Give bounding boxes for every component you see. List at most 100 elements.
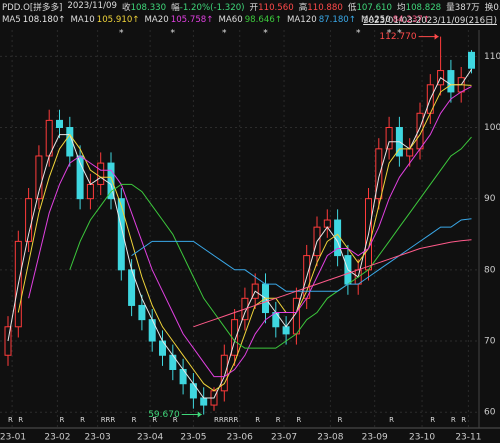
candle-body bbox=[56, 119, 63, 129]
legend-name: MA60 bbox=[218, 15, 243, 25]
quote-label: 幅 bbox=[171, 3, 180, 13]
candle-body bbox=[385, 127, 393, 150]
event-marker: * bbox=[171, 29, 176, 39]
candle-body bbox=[447, 70, 455, 93]
event-marker: R bbox=[152, 416, 157, 424]
legend-name: MA10 bbox=[70, 15, 95, 25]
candle-body bbox=[4, 326, 12, 356]
quote-item: 量387万 bbox=[446, 1, 480, 13]
x-tick-label: 23-05 bbox=[180, 433, 206, 443]
quote-item: 均108.828 bbox=[397, 1, 441, 13]
legend-value: 87.180↑ bbox=[318, 15, 356, 25]
y-tick-label: 70 bbox=[484, 337, 496, 347]
x-tick-label: 23-09 bbox=[362, 433, 388, 443]
quote-item: 开110.560 bbox=[250, 1, 294, 13]
candle-body bbox=[220, 354, 228, 392]
event-marker: R bbox=[430, 416, 435, 424]
event-marker: R bbox=[296, 416, 301, 424]
event-marker: R bbox=[276, 416, 281, 424]
quote-value: 107.610 bbox=[356, 3, 392, 13]
legend-item: MA60 98.646↑ bbox=[218, 15, 282, 25]
quote-label: 开 bbox=[249, 3, 259, 13]
candle-body bbox=[86, 183, 94, 200]
candle-body bbox=[282, 326, 290, 335]
event-marker: R bbox=[389, 416, 394, 424]
legend-value: 84.237↑ bbox=[392, 15, 430, 25]
candle-body bbox=[97, 162, 105, 185]
event-marker: * bbox=[356, 29, 361, 39]
event-marker: * bbox=[387, 29, 392, 39]
candle-body bbox=[468, 51, 475, 69]
candle-body bbox=[138, 304, 146, 321]
quote-value: -1.20%(-1.320) bbox=[179, 3, 245, 13]
date: 2023/11/09 bbox=[67, 1, 117, 11]
event-marker: * bbox=[119, 29, 124, 39]
candle-body bbox=[117, 198, 125, 271]
quote-label: 低 bbox=[347, 3, 357, 13]
legend-name: MA5 bbox=[2, 15, 21, 25]
quote-row: PDD.O[拼多多] 2023/11/09 收108.330 幅-1.20%(-1… bbox=[2, 1, 500, 13]
event-marker: R bbox=[338, 416, 343, 424]
event-marker: R bbox=[451, 416, 456, 424]
x-tick-label: 23-11 bbox=[455, 433, 481, 443]
x-tick-label: 23-06 bbox=[227, 433, 253, 443]
quote-label: 换 bbox=[484, 3, 494, 13]
legend-item: MA250 84.237↑ bbox=[361, 15, 430, 25]
annotation-label: 59.670 bbox=[148, 410, 180, 420]
legend-name: MA120 bbox=[287, 15, 317, 25]
legend-value: 108.180↑ bbox=[22, 15, 66, 25]
quote-value: 110.880 bbox=[307, 3, 343, 13]
ma-line bbox=[17, 84, 472, 392]
legend-item: MA20 105.758↑ bbox=[145, 15, 214, 25]
ma-line bbox=[193, 239, 472, 328]
x-tick-label: 23-08 bbox=[317, 433, 343, 443]
event-marker: R bbox=[132, 416, 137, 424]
quote-value: 108.828 bbox=[405, 3, 442, 13]
quote-item: 高110.880 bbox=[299, 1, 343, 13]
y-tick-label: 60 bbox=[484, 408, 496, 418]
event-marker: R bbox=[461, 416, 466, 424]
ma-legend: MA5 108.180↑ MA10 105.910↑ MA20 105.758↑ MA60 9… bbox=[2, 15, 430, 25]
y-tick-label: 90 bbox=[484, 194, 496, 204]
legend-item: MA5 108.180↑ bbox=[2, 15, 66, 25]
symbol: PDD.O[拼多多] bbox=[2, 3, 63, 13]
ma-line bbox=[28, 86, 472, 378]
quote-label: 均 bbox=[397, 3, 406, 13]
quote-value: 108.330 bbox=[130, 3, 167, 13]
event-marker: * bbox=[222, 29, 227, 39]
quote-item: 收108.330 bbox=[122, 1, 166, 13]
candle-body bbox=[375, 148, 383, 200]
quote-value: 387万 bbox=[454, 3, 480, 13]
legend-value: 105.910↑ bbox=[96, 15, 140, 25]
event-marker: * bbox=[397, 29, 402, 39]
legend-name: MA250 bbox=[360, 15, 391, 25]
event-marker: R bbox=[8, 416, 13, 424]
quote-label: 高 bbox=[298, 3, 308, 13]
legend-item: MA120 87.180↑ bbox=[287, 15, 356, 25]
x-tick-label: 23-02 bbox=[44, 433, 70, 443]
ma-line bbox=[7, 69, 472, 399]
x-tick-label: 23-07 bbox=[271, 433, 297, 443]
event-marker: RRR bbox=[101, 416, 116, 424]
candle-body bbox=[148, 319, 156, 342]
x-tick-label: 23-03 bbox=[85, 433, 111, 443]
candle-body bbox=[200, 397, 208, 406]
event-marker: * bbox=[263, 29, 268, 39]
ma-line bbox=[69, 136, 472, 349]
quote-item: 幅-1.20%(-1.320) bbox=[171, 1, 244, 13]
legend-name: MA20 bbox=[144, 15, 169, 25]
annotation-arrow-head bbox=[434, 33, 439, 40]
event-marker: R bbox=[18, 416, 23, 424]
y-tick-label: 80 bbox=[484, 265, 496, 275]
quote-item: 低107.610 bbox=[348, 1, 392, 13]
legend-value: 98.646↑ bbox=[244, 15, 282, 25]
candle-body bbox=[406, 148, 414, 157]
date-range: 2023/01/03-2023/11/09(216日) bbox=[363, 16, 497, 26]
candle-body bbox=[35, 155, 43, 200]
quote-value: 110.560 bbox=[258, 3, 294, 13]
event-marker: R bbox=[255, 416, 260, 424]
quote-label: 收 bbox=[121, 3, 131, 13]
candle-body bbox=[323, 219, 331, 228]
